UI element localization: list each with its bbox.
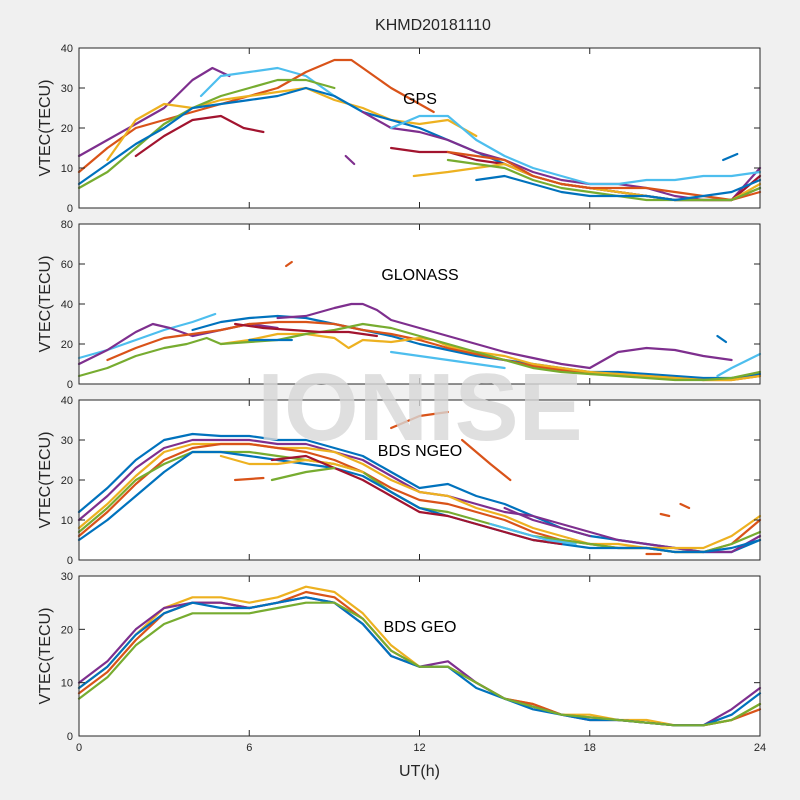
series-line-16 [344,154,356,166]
series-line-15 [722,152,739,162]
y-tick-label: 40 [61,299,73,311]
series-line-10 [234,476,265,482]
y-tick-label: 20 [61,123,73,135]
series-line-11 [716,334,728,344]
panel-2: 0 20 40 60 80 VTEC(TECU) GLONASS [37,219,762,391]
series-line-16 [503,506,591,538]
y-tick-label: 10 [61,678,73,690]
y-tick-label: 20 [61,339,73,351]
series-line-13 [659,512,671,518]
x-tick-label: 24 [754,742,766,754]
series-line-2 [199,66,336,98]
plot-area [79,224,760,384]
series-line-8 [270,454,563,546]
series-group [77,58,762,202]
series-line-1 [77,66,231,158]
y-axis-label: VTEC(TECU) [37,608,54,705]
y-axis-label: VTEC(TECU) [37,256,54,353]
series-line-5 [77,78,336,190]
y-tick-label: 30 [61,83,73,95]
y-tick-label: 0 [67,379,73,391]
y-axis-label: VTEC(TECU) [37,432,54,529]
series-line-8 [361,110,762,202]
series-line-15 [489,522,577,546]
series-line-13 [446,158,762,202]
panel-annotation: BDS GEO [384,619,457,636]
y-tick-label: 80 [61,219,73,231]
y-tick-label: 10 [61,163,73,175]
series-line-4 [106,86,478,162]
series-line-7 [276,302,733,370]
series-line-6 [77,450,762,554]
y-tick-label: 20 [61,624,73,636]
y-tick-label: 10 [61,515,73,527]
panel-annotation: GLONASS [381,267,458,284]
panel-4: 0 10 20 30 0 6 12 18 24 VTEC(TECU) UT(h) BDS GEO [37,571,766,780]
series-line-14 [475,174,762,202]
y-tick-label: 20 [61,475,73,487]
y-tick-label: 60 [61,259,73,271]
panel-annotation: GPS [403,91,437,108]
y-tick-label: 30 [61,571,73,583]
series-group [77,585,762,727]
series-line-7 [219,454,364,474]
watermark: IONISE [257,354,582,461]
panel-1: 0 10 20 30 40 VTEC(TECU) GPS [37,43,762,215]
series-line-10 [390,114,762,186]
x-tick-label: 18 [584,742,596,754]
series-group [77,260,762,382]
panel-annotation: BDS NGEO [378,443,462,460]
series-group [77,410,762,556]
x-tick-label: 0 [76,742,82,754]
plot-area [79,576,760,736]
series-line-10 [285,260,293,268]
y-tick-label: 0 [67,203,73,215]
series-line-12 [716,352,762,378]
series-line-12 [461,438,512,482]
series-line-11 [390,410,449,430]
panel-3: 0 10 20 30 40 VTEC(TECU) BDS NGEO [37,395,762,567]
y-tick-label: 0 [67,555,73,567]
series-line-9 [270,466,336,482]
x-axis-label: UT(h) [399,763,440,780]
series-line-13 [390,350,506,370]
x-tick-label: 6 [246,742,252,754]
y-tick-label: 0 [67,731,73,743]
plot-area [79,400,760,560]
y-tick-label: 30 [61,435,73,447]
series-line-5 [77,601,762,727]
y-axis-label: VTEC(TECU) [37,80,54,177]
y-tick-label: 40 [61,43,73,55]
x-tick-label: 12 [413,742,425,754]
figure-title: KHMD20181110 [375,17,491,34]
y-tick-label: 40 [61,395,73,407]
series-line-3 [77,58,435,174]
series-line-6 [77,322,762,382]
series-line-14 [679,502,691,510]
series-line-8 [234,322,378,338]
series-line-12 [446,150,762,202]
series-line-6 [134,114,265,158]
